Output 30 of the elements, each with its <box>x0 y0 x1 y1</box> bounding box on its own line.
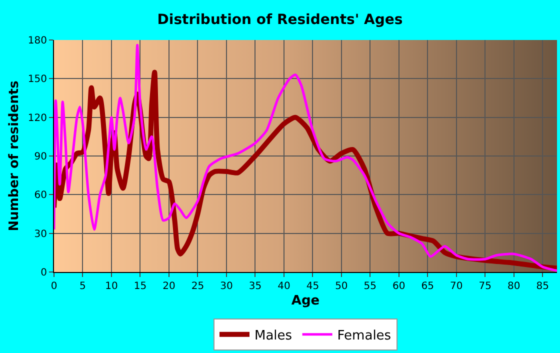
x-tick-label: 65 <box>421 281 434 292</box>
legend-label: Females <box>337 328 392 344</box>
x-tick-label: 80 <box>508 281 520 292</box>
y-tick-label: 30 <box>34 228 47 240</box>
x-tick-label: 15 <box>134 281 147 292</box>
legend-label: Males <box>254 328 292 344</box>
x-tick-label: 30 <box>220 281 233 292</box>
x-tick-label: 10 <box>105 281 118 292</box>
x-tick-label: 5 <box>80 281 86 292</box>
x-axis-title: Age <box>291 294 320 309</box>
x-tick-label: 45 <box>306 281 320 292</box>
y-tick-label: 120 <box>28 112 47 124</box>
x-tick-label: 85 <box>536 281 549 292</box>
chart-title: Distribution of Residents' Ages <box>157 12 403 28</box>
x-tick-label: 60 <box>392 281 406 292</box>
x-tick-label: 25 <box>191 281 204 292</box>
x-tick-label: 0 <box>50 281 58 292</box>
x-tick-label: 35 <box>248 281 262 292</box>
x-tick-label: 50 <box>335 281 348 292</box>
y-tick-label: 0 <box>40 268 47 278</box>
y-tick-label: 60 <box>34 190 47 202</box>
x-tick-label: 40 <box>278 281 290 292</box>
y-tick-label: 180 <box>28 36 47 46</box>
y-tick-label: 90 <box>34 152 47 162</box>
x-tick-label: 75 <box>478 281 492 292</box>
x-tick-label: 70 <box>450 281 463 292</box>
y-axis-title: Number of residents <box>6 80 22 232</box>
y-tick-label: 150 <box>28 74 47 86</box>
x-tick-label: 55 <box>364 281 377 292</box>
x-tick-label: 20 <box>162 281 176 292</box>
